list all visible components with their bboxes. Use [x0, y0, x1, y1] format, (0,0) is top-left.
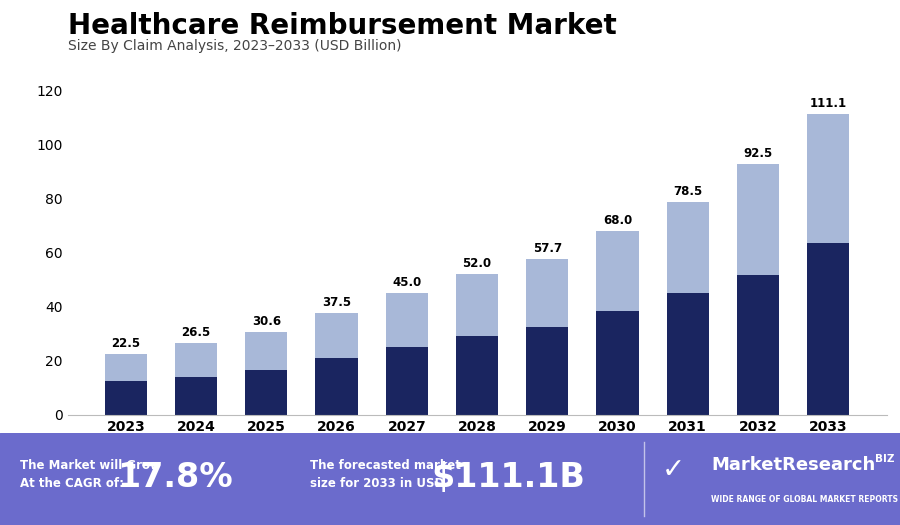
Bar — [104, 354, 147, 381]
Bar — [737, 276, 779, 415]
Text: Healthcare Reimbursement Market: Healthcare Reimbursement Market — [68, 12, 617, 39]
Text: 111.1: 111.1 — [810, 97, 847, 110]
Text: 30.6: 30.6 — [252, 315, 281, 328]
Text: BIZ: BIZ — [875, 454, 895, 464]
Text: 52.0: 52.0 — [463, 257, 491, 270]
Bar — [807, 243, 850, 415]
Bar — [175, 377, 217, 415]
Bar — [456, 274, 498, 337]
Text: The Market will Grow
At the CAGR of:: The Market will Grow At the CAGR of: — [20, 459, 161, 490]
Bar — [526, 259, 568, 327]
Bar — [386, 347, 427, 415]
Text: The forecasted market
size for 2033 in USD: The forecasted market size for 2033 in U… — [310, 459, 462, 490]
Text: 37.5: 37.5 — [322, 296, 351, 309]
Bar — [597, 231, 639, 311]
Bar — [245, 370, 287, 415]
Text: Size By Claim Analysis, 2023–2033 (USD Billion): Size By Claim Analysis, 2023–2033 (USD B… — [68, 39, 401, 54]
Text: 92.5: 92.5 — [743, 148, 772, 161]
Bar — [386, 293, 427, 347]
Bar — [667, 293, 709, 415]
Bar — [175, 343, 217, 377]
Text: 78.5: 78.5 — [673, 185, 702, 198]
Bar — [245, 332, 287, 370]
Bar — [737, 164, 779, 276]
Bar — [315, 358, 357, 415]
Bar — [667, 202, 709, 293]
Bar — [807, 114, 850, 243]
Bar — [526, 327, 568, 415]
Text: 22.5: 22.5 — [112, 337, 140, 350]
Text: 26.5: 26.5 — [182, 326, 211, 339]
Text: $111.1B: $111.1B — [432, 461, 585, 493]
Text: 68.0: 68.0 — [603, 214, 632, 227]
Text: 17.8%: 17.8% — [118, 461, 233, 493]
Text: 45.0: 45.0 — [392, 276, 421, 289]
Bar — [104, 381, 147, 415]
Text: 57.7: 57.7 — [533, 242, 562, 255]
Bar — [315, 313, 357, 358]
Text: MarketResearch: MarketResearch — [711, 456, 875, 474]
Text: ✓: ✓ — [662, 456, 685, 484]
Bar — [597, 311, 639, 415]
Text: WIDE RANGE OF GLOBAL MARKET REPORTS: WIDE RANGE OF GLOBAL MARKET REPORTS — [711, 495, 898, 504]
Bar — [456, 337, 498, 415]
